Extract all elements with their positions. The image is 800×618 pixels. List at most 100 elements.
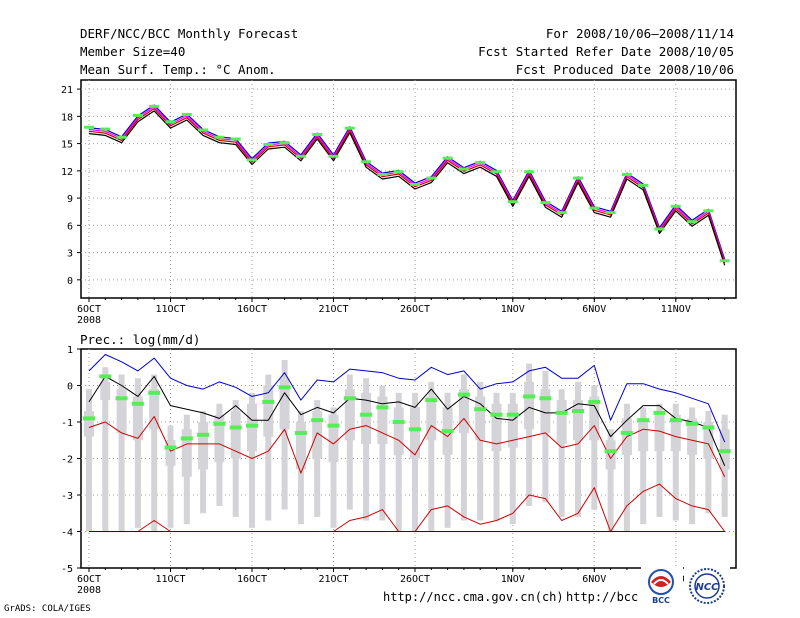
precip-whisker [477,381,484,521]
temp-median-mark [165,120,176,124]
temp-median-mark [100,127,111,131]
precip-whisker [705,411,712,514]
precip-median-mark [653,410,666,415]
precip-whisker [249,392,255,528]
plot-frame [80,79,737,299]
precip-box [84,411,94,437]
precip-median-mark [115,396,128,401]
y-tick-label: 0 [67,382,73,393]
ncc-url-link[interactable]: http://ncc.cma.gov.cn(ch) [383,590,564,604]
precip-box [556,400,567,444]
precip-whisker [656,403,663,517]
precip-whisker [558,389,565,517]
precip-box [670,414,681,452]
temp-median-mark [263,142,274,146]
temp-median-mark [540,201,551,205]
temp-median-mark [214,135,225,139]
precip-median-mark [327,423,340,428]
temp-median-mark [279,141,290,145]
precip-whisker [102,367,109,532]
precip-median-mark [246,423,258,428]
member-size-label: Member Size=40 [80,44,186,59]
precip-median-mark [620,430,633,435]
precip-box [165,440,176,466]
variable-label: Mean Surf. Temp.: °C Anom. [80,62,276,77]
temp-median-mark [670,204,681,208]
bcc-logo: BCC [641,566,683,606]
ncc-logo: NCC [684,566,730,606]
temp-median-mark [181,113,192,117]
precip-box [132,396,143,441]
precip-median-mark [637,418,650,423]
precip-whisker [460,374,467,521]
precip-median-mark [99,374,112,379]
precip-box [393,407,404,455]
temp-median-mark [524,170,535,174]
precip-median-mark [409,427,421,432]
temp-median-mark [556,211,567,215]
precip-box [491,403,502,452]
precip-median-mark [702,425,715,430]
precip-median-mark [604,449,617,454]
precip-median-mark [343,396,356,401]
precip-box [410,407,420,459]
precip-median-mark [360,412,373,417]
temp-median-mark [361,160,372,164]
precip-median-mark [588,399,601,404]
precip-whisker [134,378,141,528]
precip-median-mark [441,429,454,434]
precip-box [458,389,469,433]
precip-box [100,381,111,401]
precip-whisker [412,392,418,532]
precip-whisker [167,425,174,528]
precip-box [687,418,698,455]
precip-median-mark [311,418,324,423]
precip-median-mark [131,401,144,406]
y-tick-label: 21 [61,85,73,96]
x-tick-year-label: 2008 [77,315,101,326]
precip-min-line [88,416,726,478]
precip-box [573,400,583,441]
temp-median-mark [654,227,665,231]
temp-median-mark [230,137,241,141]
temp-median-mark [719,259,730,263]
precip-median-mark [148,390,161,395]
precip-whisker [607,429,614,532]
precip-box [654,414,665,452]
precip-whisker [363,378,370,521]
precip-whisker [151,374,158,532]
precip-whisker [526,363,533,506]
temp-median-mark [589,206,600,210]
x-tick-label: 6NOV [582,304,606,315]
precip-median-mark [555,410,568,415]
forecast-start-date: Fcst Started Refer Date 2008/10/05 [478,44,734,59]
temp-median-mark [458,167,469,171]
precip-whisker [493,392,500,521]
x-tick-label: 6OCT [77,304,101,315]
precip-whisker [428,381,435,532]
temp-max-line [88,104,726,260]
precip-median-mark [669,418,682,423]
precip-box [230,411,241,459]
precip-median-mark [262,399,275,404]
precip-median-mark [278,385,291,390]
precip-whisker [118,374,125,532]
y-tick-label: 3 [67,249,73,260]
chart-title: DERF/NCC/BCC Monthly Forecast [80,26,299,41]
y-tick-label: -2 [61,455,73,466]
y-tick-label: 0 [67,276,73,287]
precip-mean-line [88,375,726,466]
precip-median-mark [523,394,536,399]
x-tick-label: 21OCT [318,304,348,315]
x-tick-label: 26OCT [400,304,430,315]
temp-median-mark [198,128,209,132]
precip-box [426,396,437,441]
precip-median-mark [83,416,95,421]
grads-credit: GrADS: COLA/IGES [4,604,91,614]
bcc-url-link[interactable]: http://bcc.c [566,590,653,604]
x-tick-label: 21OCT [318,574,348,585]
x-tick-label: 6NOV [582,574,606,585]
